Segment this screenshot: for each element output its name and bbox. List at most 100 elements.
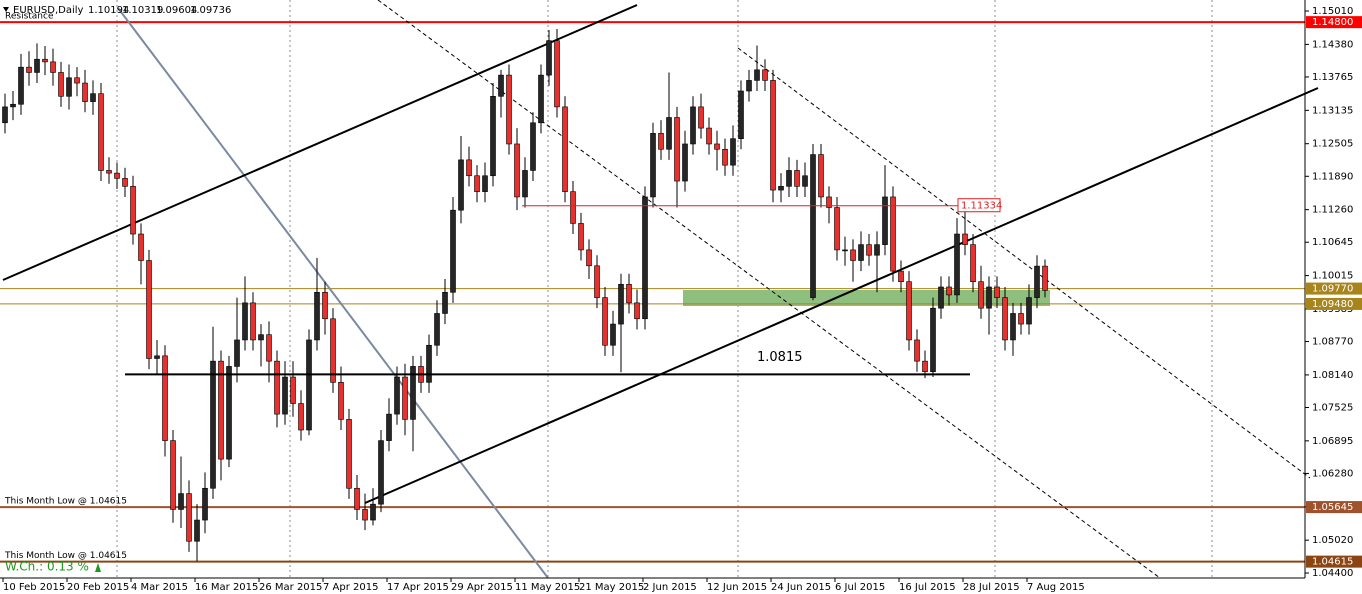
x-tick-label: 12 Jun 2015 — [707, 582, 767, 593]
candle-body — [714, 143, 720, 150]
candle-body — [746, 80, 752, 92]
candle-body — [202, 487, 208, 521]
candle-body — [938, 286, 944, 309]
collapse-icon — [3, 7, 9, 12]
level-label-box — [1306, 297, 1362, 310]
candle-body — [778, 186, 784, 191]
x-tick-label: 6 Jul 2015 — [835, 582, 885, 593]
candle-body — [178, 493, 184, 510]
level-note: This Month Low @ 1.04615 — [4, 497, 127, 507]
candle-body — [858, 244, 864, 261]
candle-body — [642, 196, 648, 320]
x-tick-label: 16 Jul 2015 — [899, 582, 956, 593]
candle-body — [394, 376, 400, 415]
candle-body — [914, 339, 920, 362]
candle-body — [794, 170, 800, 187]
candle-body — [122, 178, 128, 187]
candle-body — [42, 58, 48, 63]
candle-body — [114, 172, 120, 179]
candle-body — [282, 376, 288, 415]
x-tick-label: 17 Apr 2015 — [387, 582, 449, 593]
y-tick-label: 1.14380 — [1312, 39, 1353, 50]
candle-body — [786, 170, 792, 187]
segment-label-box — [957, 198, 1001, 213]
candle-body — [1042, 265, 1048, 291]
candle-body — [154, 355, 160, 359]
y-tick-label: 1.06895 — [1312, 436, 1353, 447]
candle-body — [226, 366, 232, 460]
candle-body — [2, 106, 8, 124]
candle-body — [882, 196, 888, 245]
level-label-box — [1306, 501, 1362, 514]
y-tick-label: 1.08140 — [1312, 370, 1353, 381]
candle-body — [314, 291, 320, 341]
candle-body — [490, 95, 496, 177]
candle-body — [770, 80, 776, 191]
candle-body — [594, 265, 600, 298]
candle-body — [682, 143, 688, 182]
candle-body — [930, 307, 936, 373]
candle-body — [354, 487, 360, 510]
candle-body — [874, 244, 880, 256]
candle-body — [434, 313, 440, 346]
candle-body — [18, 66, 24, 105]
candle-body — [690, 106, 696, 145]
y-tick-label: 1.06280 — [1312, 468, 1353, 479]
candle-body — [618, 284, 624, 325]
y-tick-label: 1.13135 — [1312, 105, 1353, 116]
candle-body — [906, 281, 912, 341]
candle-body — [666, 117, 672, 150]
level-label: 1.09480 — [1312, 299, 1353, 310]
candle-body — [1002, 297, 1008, 341]
candle-body — [610, 323, 616, 346]
candle-body — [978, 281, 984, 309]
candle-body — [698, 106, 704, 129]
candles — [2, 29, 1048, 562]
ohlc-low: 1.09604 — [156, 5, 197, 16]
x-tick-label: 16 Mar 2015 — [195, 582, 258, 593]
candle-body — [826, 196, 832, 208]
candle-body — [810, 154, 816, 298]
levels: Resistance This Month Low @ 1.04615 This M… — [0, 12, 1305, 563]
candle-body — [90, 93, 96, 102]
candle-body — [402, 376, 408, 420]
candle-body — [34, 58, 40, 73]
y-tick-label: 1.08770 — [1312, 337, 1353, 348]
candle-body — [674, 117, 680, 182]
level-label: 1.05645 — [1312, 502, 1353, 513]
candle-body — [450, 209, 456, 293]
candle-body — [50, 61, 56, 73]
candle-body — [562, 106, 568, 192]
candle-body — [82, 82, 88, 102]
candle-body — [370, 503, 376, 521]
x-tick-label: 2 Jun 2015 — [643, 582, 697, 593]
x-tick-label: 7 Aug 2015 — [1027, 582, 1085, 593]
y-tick-label: 1.12505 — [1312, 139, 1353, 150]
candle-body — [474, 175, 480, 192]
candle-body — [194, 519, 200, 542]
candle-body — [290, 376, 296, 404]
ohlc-close: 1.09736 — [190, 5, 231, 16]
level-label-box — [1306, 555, 1362, 568]
candle-body — [570, 191, 576, 224]
candle-body — [994, 286, 1000, 298]
level-note: This Month Low @ 1.04615 — [4, 551, 127, 561]
level-label-box — [1306, 16, 1362, 29]
candle-body — [58, 72, 64, 97]
candle-body — [946, 286, 952, 296]
level-label: 1.14800 — [1312, 17, 1353, 28]
y-tick-label: 1.15010 — [1312, 6, 1353, 17]
candle-body — [530, 122, 536, 171]
candle-body — [1018, 313, 1024, 325]
candle-body — [922, 360, 928, 373]
candle-body — [378, 440, 384, 505]
candle-body — [74, 77, 80, 84]
x-tick-label: 20 Feb 2015 — [67, 582, 129, 593]
candle-body — [554, 40, 560, 108]
candle-body — [162, 355, 168, 441]
candle-body — [546, 40, 552, 76]
trend-line — [364, 87, 1319, 504]
candle-body — [802, 175, 808, 187]
